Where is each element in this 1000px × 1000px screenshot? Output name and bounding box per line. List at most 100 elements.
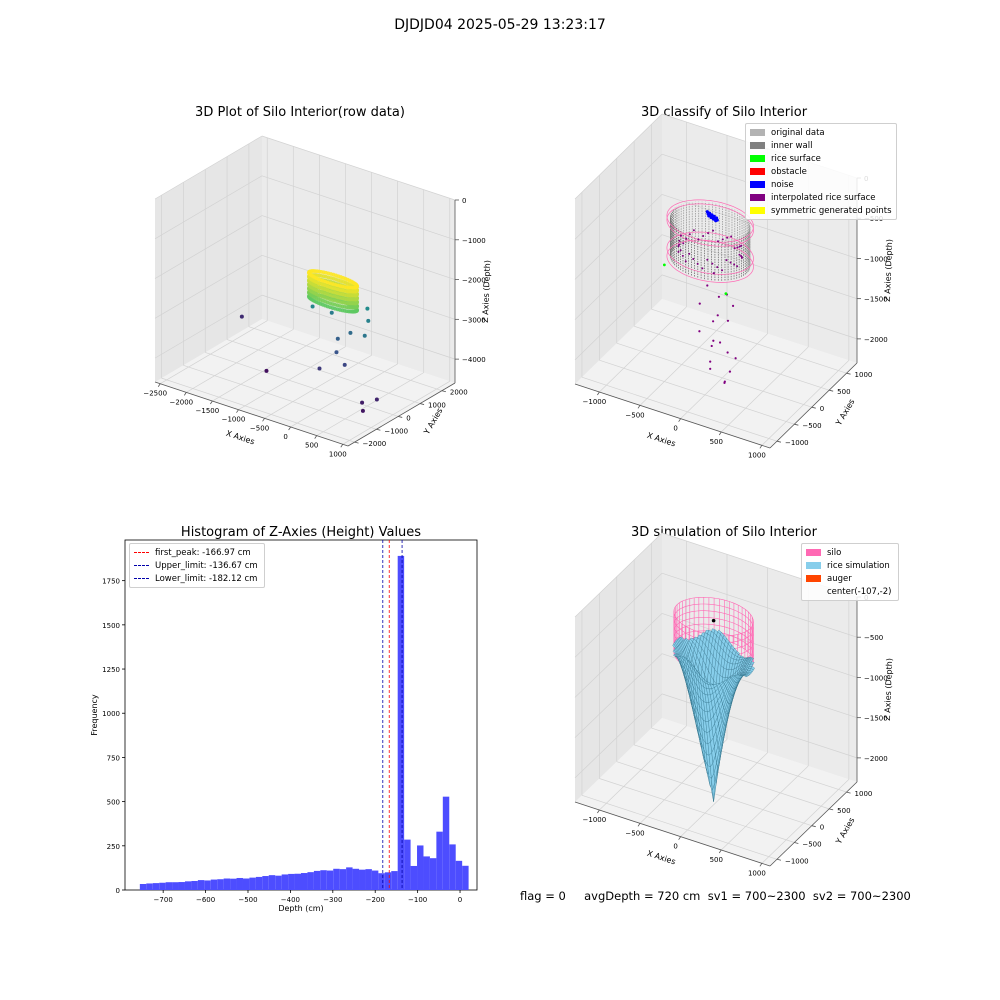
interpolated-point	[729, 261, 732, 264]
legend-entry: symmetric generated points	[750, 204, 892, 217]
x-tick	[236, 409, 239, 413]
grid-line	[290, 363, 398, 428]
y-tick-label: 1500	[102, 622, 120, 630]
y-tick-label: −500	[802, 422, 821, 430]
data-point	[334, 350, 339, 355]
data-point	[365, 306, 370, 311]
x-tick	[210, 400, 213, 405]
histogram-bar	[404, 839, 411, 890]
y-tick-label: 0	[406, 414, 410, 422]
interpolated-point	[688, 252, 691, 255]
histogram-bar	[397, 555, 405, 890]
x-tick-label: −600	[196, 896, 215, 904]
interpolated-point	[710, 344, 713, 348]
grid-line	[661, 194, 858, 259]
axis-line	[154, 381, 349, 447]
grid-line	[205, 352, 399, 417]
interpolated-point	[726, 319, 730, 322]
data-point	[353, 285, 358, 290]
interpolated-point	[726, 351, 729, 354]
interpolated-point	[728, 370, 732, 373]
x-tick	[597, 391, 600, 396]
x-axis-label: X Axies	[646, 431, 677, 449]
grid-line	[261, 215, 456, 280]
x-tick	[262, 418, 265, 422]
y-tick-label: 1000	[102, 710, 120, 718]
axis-line	[347, 382, 456, 447]
interpolated-point	[738, 253, 741, 256]
grid-line	[574, 153, 663, 240]
y-tick-label: 2000	[450, 389, 468, 397]
y-tick-label: 0	[820, 824, 824, 832]
floor-pane	[575, 299, 857, 448]
z-tick-label: −500	[864, 634, 883, 642]
y-axis-label: Y Axies	[422, 406, 445, 436]
histogram-bar	[371, 870, 379, 890]
histogram-bar	[197, 880, 205, 890]
x-tick-label: −200	[366, 896, 385, 904]
x-tick-label: 500	[305, 442, 318, 450]
interpolated-point	[726, 236, 729, 239]
silo-ring	[666, 239, 754, 283]
x-tick-label: 1000	[748, 451, 766, 459]
legend-label: auger	[827, 573, 852, 584]
grid-line	[680, 752, 768, 837]
histogram-bar	[455, 860, 463, 890]
interpolated-point	[702, 235, 705, 238]
rice-surface-patch	[735, 650, 740, 655]
rice-surface-patch	[750, 661, 755, 665]
x-tick	[340, 444, 344, 448]
data-point	[360, 400, 365, 405]
x-tick-label: −2500	[143, 390, 167, 398]
interpolated-point	[685, 237, 688, 240]
interpolated-point	[716, 314, 719, 317]
legend-label: first_peak: -166.97 cm	[155, 547, 251, 558]
z-tick-label: −1000	[864, 255, 888, 263]
histogram-bar	[288, 873, 295, 890]
silo-ring	[666, 231, 754, 275]
histogram-bar	[449, 844, 456, 890]
x-tick-label: −400	[281, 896, 300, 904]
x-tick-label: −500	[238, 896, 257, 904]
histogram-bar	[313, 870, 321, 890]
classify-legend: original data inner wall rice surface ob…	[745, 123, 897, 220]
histogram-bar	[429, 858, 437, 890]
raw-data-3d-plot: 3D Plot of Silo Interior(row data) −2500…	[143, 105, 492, 458]
interpolated-point	[679, 249, 682, 252]
histogram-bar	[172, 882, 179, 890]
z-tick-label: −1000	[462, 237, 486, 245]
simulation-plot-title: 3D simulation of Silo Interior	[631, 525, 818, 540]
x-axis-label: X Axies	[646, 849, 677, 867]
interpolated-point	[712, 229, 715, 232]
interpolated-point	[706, 284, 709, 287]
grid-line	[761, 360, 850, 446]
grid-line	[261, 294, 456, 360]
z-tick-label: −1500	[864, 715, 888, 723]
legend-entry: Upper_limit: -136.67 cm	[134, 559, 260, 572]
interpolated-point	[730, 235, 733, 238]
x-tick	[637, 823, 641, 827]
x-tick-label: −300	[323, 896, 342, 904]
grid-line	[154, 255, 263, 319]
x-tick	[718, 849, 722, 854]
interpolated-point	[677, 250, 680, 253]
grid-line	[651, 308, 847, 374]
histogram-bar	[294, 873, 301, 890]
legend-label: Lower_limit: -182.12 cm	[155, 573, 258, 584]
grid-line	[264, 355, 372, 419]
x-tick	[314, 435, 318, 439]
legend-entry: noise	[750, 178, 892, 191]
interpolated-point	[712, 320, 715, 323]
y-tick	[811, 825, 816, 828]
legend-swatch	[750, 207, 765, 214]
grid-line	[599, 778, 795, 843]
interpolated-point	[736, 246, 739, 249]
y-tick-label: −1000	[785, 439, 809, 447]
interpolated-point	[698, 330, 701, 333]
legend-label: Upper_limit: -136.67 cm	[155, 560, 258, 571]
interpolated-point	[740, 244, 743, 247]
interpolated-point	[698, 302, 701, 305]
raw-plot-title: 3D Plot of Silo Interior(row data)	[195, 105, 405, 120]
z-tick-label: −1000	[864, 674, 888, 682]
grid-line	[261, 135, 456, 201]
